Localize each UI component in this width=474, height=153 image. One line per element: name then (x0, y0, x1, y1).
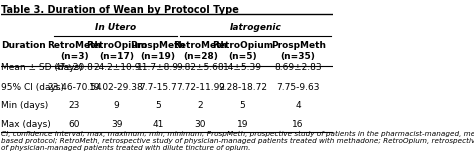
Text: CI, confidence interval; max, maximum; min, minimum; ProspMeth, prospective stud: CI, confidence interval; max, maximum; m… (1, 131, 474, 151)
Text: In Utero: In Utero (95, 23, 137, 32)
Text: 24.2±10.9: 24.2±10.9 (93, 63, 140, 72)
Text: 4: 4 (295, 101, 301, 110)
Text: Max (days): Max (days) (1, 120, 51, 129)
Text: 8.69±2.83: 8.69±2.83 (274, 63, 322, 72)
Text: 30: 30 (195, 120, 206, 129)
Text: 7.75-9.63: 7.75-9.63 (276, 83, 320, 92)
Text: 95% CI (days): 95% CI (days) (1, 83, 64, 92)
Text: Min (days): Min (days) (1, 101, 49, 110)
Text: 39: 39 (111, 120, 122, 129)
Text: ProspMeth
(n=19): ProspMeth (n=19) (130, 41, 185, 61)
Text: RetroOpium
(n=17): RetroOpium (n=17) (86, 41, 147, 61)
Text: 19: 19 (237, 120, 248, 129)
Text: Mean ± SD (days): Mean ± SD (days) (1, 63, 83, 72)
Text: ProspMeth
(n=35): ProspMeth (n=35) (271, 41, 326, 61)
Text: RetroMeth
(n=3): RetroMeth (n=3) (47, 41, 101, 61)
Text: 2: 2 (198, 101, 203, 110)
Text: Table 3. Duration of Wean by Protocol Type: Table 3. Duration of Wean by Protocol Ty… (1, 5, 239, 15)
Text: 41: 41 (152, 120, 164, 129)
Text: 47±20.8: 47±20.8 (55, 63, 94, 72)
Text: 9: 9 (114, 101, 119, 110)
Text: 7.72-11.92: 7.72-11.92 (176, 83, 225, 92)
Text: RetroMeth
(n=28): RetroMeth (n=28) (173, 41, 228, 61)
Text: 19.02-29.38: 19.02-29.38 (89, 83, 144, 92)
Text: 16: 16 (292, 120, 304, 129)
Text: 5: 5 (155, 101, 161, 110)
Text: 9.28-18.72: 9.28-18.72 (218, 83, 267, 92)
Text: 14±5.39: 14±5.39 (223, 63, 262, 72)
Text: 23: 23 (69, 101, 80, 110)
Text: 9.82±5.68: 9.82±5.68 (176, 63, 224, 72)
Text: 23.46-70.54: 23.46-70.54 (47, 83, 101, 92)
Text: RetroOpium
(n=5): RetroOpium (n=5) (212, 41, 273, 61)
Text: 7.7-15.7: 7.7-15.7 (139, 83, 177, 92)
Text: 11.7±8.9: 11.7±8.9 (137, 63, 179, 72)
Text: 5: 5 (240, 101, 246, 110)
Text: Iatrogenic: Iatrogenic (230, 23, 282, 32)
Text: 60: 60 (69, 120, 80, 129)
Text: Duration: Duration (1, 41, 46, 50)
